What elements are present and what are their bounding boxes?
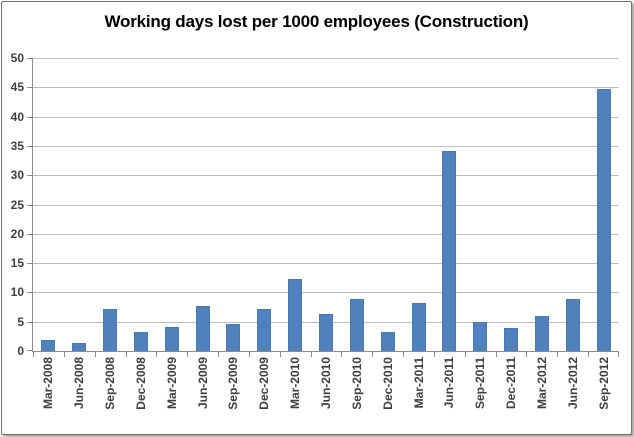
y-axis-label: 45 [10, 80, 24, 95]
x-axis-tick [218, 352, 219, 357]
bar [226, 324, 241, 351]
y-axis-label: 5 [17, 314, 24, 329]
bar [319, 313, 333, 351]
y-gridline [33, 204, 619, 206]
x-axis-label-text: Dec-2008 [133, 357, 148, 410]
x-axis-label-text: Dec-2010 [380, 357, 395, 410]
y-axis-tick [27, 87, 32, 89]
x-axis-tick [249, 352, 250, 357]
x-axis-label-text: Jun-2009 [195, 357, 210, 410]
bar [288, 278, 303, 351]
x-axis-label-text: Sep-2010 [349, 357, 364, 410]
x-axis-tick [126, 352, 127, 357]
x-axis-label-text: Mar-2008 [41, 357, 56, 410]
y-axis-tick [27, 233, 32, 235]
bar [349, 298, 364, 351]
bar [565, 298, 580, 351]
x-axis-tick [156, 352, 157, 357]
x-axis-label-text: Sep-2009 [226, 357, 241, 410]
bar [534, 316, 549, 351]
x-axis-label-text: Jun-2012 [565, 357, 580, 410]
x-axis-label-text: Mar-2012 [534, 357, 549, 410]
y-axis-label: 10 [10, 285, 24, 300]
y-gridline [33, 175, 619, 177]
bar [195, 306, 210, 351]
y-axis-tick [27, 145, 32, 147]
x-axis-tick [187, 352, 188, 357]
x-axis-tick [64, 352, 65, 357]
x-axis-tick [372, 352, 373, 357]
x-axis-label-text: Dec-2009 [257, 357, 272, 410]
x-axis-label: Sep-2012 [597, 357, 631, 410]
x-axis-tick [434, 352, 435, 357]
bar [257, 309, 272, 351]
y-axis-label: 50 [10, 51, 24, 65]
x-axis-label-text: Jun-2008 [72, 357, 87, 410]
y-axis-label: 30 [10, 168, 24, 183]
x-axis-label-text: Jun-2010 [319, 357, 333, 410]
y-axis-tick [27, 175, 32, 177]
y-axis-label: 15 [10, 256, 24, 271]
bar [41, 340, 56, 351]
y-gridline [33, 292, 619, 294]
chart-title: Working days lost per 1000 employees (Co… [104, 12, 529, 31]
x-axis-label-text: Mar-2010 [288, 357, 303, 410]
plot-area: 0 5 10 15 20 25 30 35 40 45 50 Mar-2008 Jun-2008 Sep-… [11, 52, 619, 410]
y-gridline [33, 263, 619, 265]
y-axis-tick [27, 321, 32, 323]
x-axis-label-text: Jun-2011 [442, 357, 457, 409]
y-gridline [33, 87, 619, 89]
bar [442, 150, 457, 351]
bar [72, 343, 87, 351]
y-axis-label: 20 [10, 226, 24, 241]
y-axis-tick [27, 204, 32, 206]
y-axis-label: 40 [10, 109, 24, 124]
x-axis-label-text: Sep-2008 [103, 357, 118, 410]
y-axis-tick [27, 58, 32, 59]
bar [596, 89, 611, 351]
y-gridline [33, 58, 619, 59]
y-axis-label: 35 [10, 138, 24, 153]
x-axis-tick [403, 352, 404, 357]
x-axis-tick [341, 352, 342, 357]
x-axis-tick [496, 352, 497, 357]
y-axis-tick [27, 263, 32, 265]
bar [411, 302, 426, 351]
y-gridline [33, 233, 619, 235]
y-axis-label: 25 [10, 197, 24, 212]
x-axis-tick [33, 352, 34, 357]
x-axis-tick [95, 352, 96, 357]
y-axis-tick [27, 350, 32, 351]
x-axis-label-text: Mar-2011 [411, 357, 426, 409]
x-axis-tick [280, 352, 281, 357]
x-axis-tick [588, 352, 589, 357]
y-gridline [33, 116, 619, 118]
y-gridline [33, 145, 619, 147]
bar [380, 332, 395, 351]
x-axis-tick [557, 352, 558, 357]
x-axis-tick [465, 352, 466, 357]
x-axis-tick [618, 352, 619, 357]
bar [473, 322, 488, 351]
bar [164, 326, 179, 351]
x-axis-tick [526, 352, 527, 357]
bar [103, 309, 118, 351]
bar [504, 328, 519, 351]
x-axis-tick [311, 352, 312, 357]
y-axis-tick [27, 292, 32, 294]
x-axis-label-text: Dec-2011 [504, 357, 519, 410]
x-axis-label-text: Mar-2009 [164, 357, 179, 410]
bar [133, 332, 148, 351]
x-axis-label-text: Sep-2011 [473, 357, 488, 410]
x-axis-label-text: Sep-2012 [596, 357, 611, 410]
y-axis-tick [27, 116, 32, 118]
y-axis-label: 0 [17, 344, 24, 358]
